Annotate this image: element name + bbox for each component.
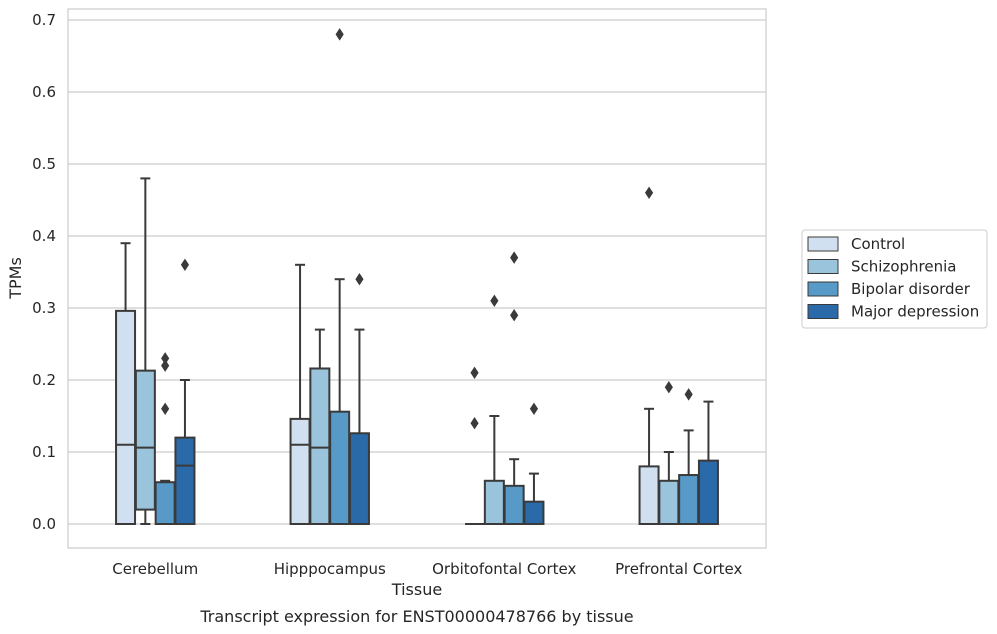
box-iqr <box>678 474 700 526</box>
box-major-depression <box>697 400 719 526</box>
outlier-point <box>684 388 693 401</box>
y-tick-label: 0.3 <box>32 299 56 317</box>
outlier-point <box>510 308 519 322</box>
y-tick-label: 0.7 <box>32 11 56 29</box>
x-tick-label: Hipppocampus <box>274 560 386 578</box>
x-tick-label: Prefrontal Cortex <box>615 560 742 578</box>
y-tick-label: 0.2 <box>32 371 56 389</box>
box-iqr <box>523 500 545 525</box>
outlier-point <box>490 294 499 308</box>
legend-frame <box>801 229 988 329</box>
legend-label: Major depression <box>851 303 979 321</box>
box-iqr <box>348 432 370 525</box>
x-axis-title: Tissue <box>391 580 442 599</box>
box-plots <box>115 28 719 526</box>
box-bipolar-disorder <box>503 251 525 525</box>
box-bipolar-disorder <box>678 388 700 526</box>
box-iqr <box>697 459 719 526</box>
box-iqr <box>638 465 660 525</box>
box-iqr <box>503 484 525 525</box>
outlier-point <box>470 366 479 380</box>
box-control <box>289 263 311 526</box>
box-iqr <box>658 479 680 525</box>
box-schizophrenia <box>309 328 331 526</box>
outlier-point <box>470 416 479 430</box>
box-control <box>638 186 660 525</box>
box-control <box>465 366 485 525</box>
x-tick-labels: Cerebellum Hipppocampus Orbitofontal Corte… <box>112 560 742 578</box>
y-tick-label: 0.0 <box>32 515 56 533</box>
y-tick-label: 0.4 <box>32 227 56 245</box>
box-iqr <box>134 369 156 511</box>
box-iqr <box>289 417 311 526</box>
box-schizophrenia <box>134 177 156 525</box>
box-iqr <box>174 436 196 526</box>
legend-label: Control <box>851 235 905 253</box>
legend: Control Schizophrenia Bipolar disorder Majo… <box>801 229 988 329</box>
outlier-point <box>180 258 190 272</box>
box-schizophrenia <box>483 294 505 525</box>
plot-area-frame <box>67 8 767 549</box>
outlier-point <box>161 359 170 372</box>
box-iqr <box>329 410 351 525</box>
x-tick-label: Cerebellum <box>112 560 198 578</box>
legend-label: Bipolar disorder <box>851 280 971 298</box>
outlier-point <box>510 251 519 264</box>
x-tick-label: Orbitofontal Cortex <box>432 560 576 578</box>
outlier-point <box>161 402 170 416</box>
box-major-depression <box>174 258 196 526</box>
outlier-point <box>161 352 170 365</box>
y-axis-title: TPMs <box>6 257 25 300</box>
y-tick-labels: 0.0 0.1 0.2 0.3 0.4 0.5 0.6 0.7 <box>32 11 56 533</box>
legend-swatch <box>807 304 839 319</box>
box-bipolar-disorder <box>329 28 351 525</box>
legend-swatch <box>807 259 839 274</box>
box-control <box>115 242 137 525</box>
box-iqr <box>483 479 505 525</box>
outlier-point <box>355 272 364 286</box>
box-iqr <box>309 367 331 526</box>
outlier-point <box>664 380 673 394</box>
outlier-point <box>335 28 344 41</box>
box-iqr <box>115 309 137 525</box>
box-schizophrenia <box>658 380 680 525</box>
y-tick-label: 0.6 <box>32 83 56 101</box>
grid-lines <box>68 19 766 525</box>
box-major-depression <box>348 272 370 525</box>
legend-label: Schizophrenia <box>851 258 956 276</box>
box-bipolar-disorder <box>154 352 176 525</box>
box-iqr <box>154 481 176 525</box>
y-tick-label: 0.1 <box>32 443 56 461</box>
figure-caption: Transcript expression for ENST0000047876… <box>199 607 633 626</box>
legend-swatch <box>807 281 839 297</box>
legend-swatch <box>807 236 839 252</box>
y-tick-label: 0.5 <box>32 155 56 173</box>
outlier-point <box>529 402 539 416</box>
outlier-point <box>644 186 654 200</box>
box-major-depression <box>523 402 545 525</box>
